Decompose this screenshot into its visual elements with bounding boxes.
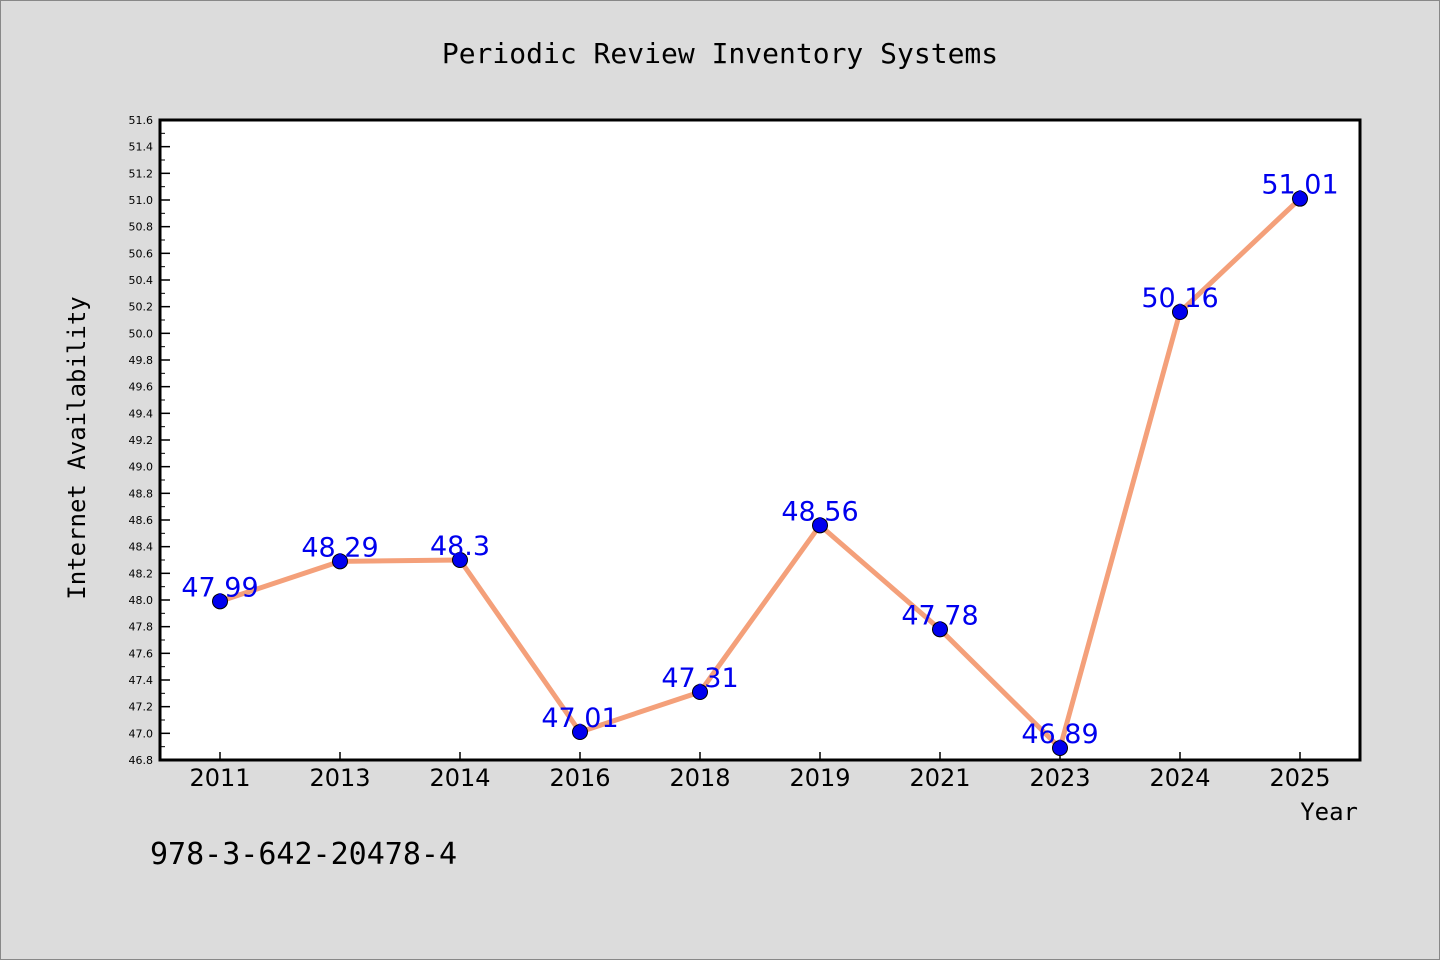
- data-point: [572, 724, 588, 740]
- y-tick-label: 47.2: [129, 701, 154, 714]
- x-tick-label: 2019: [789, 764, 850, 792]
- y-tick-label: 51.4: [129, 141, 154, 154]
- data-label: 47.78: [901, 600, 978, 631]
- y-tick-label: 51.2: [129, 167, 154, 180]
- y-axis: 46.8 47.0 47.2 47.4 47.6 47.8 48.0 48.2 48.4 48.6…: [129, 114, 170, 767]
- data-point: [1292, 190, 1308, 207]
- data-label: 51.01: [1261, 170, 1338, 201]
- y-tick-label: 47.4: [129, 674, 154, 687]
- y-tick-label: 48.2: [129, 567, 154, 580]
- isbn-annotation: 978-3-642-20478-4: [150, 837, 457, 872]
- data-label: 48.3: [430, 531, 490, 562]
- data-point: [1052, 740, 1068, 756]
- x-tick-label: 2016: [549, 764, 610, 792]
- data-label: 47.99: [181, 572, 258, 603]
- x-tick-label: 2021: [909, 764, 970, 792]
- y-tick-label: 48.0: [129, 594, 154, 607]
- data-point: [1172, 304, 1188, 320]
- y-tick-label: 50.0: [129, 327, 154, 340]
- y-tick-label: 49.6: [129, 381, 154, 394]
- data-label: 47.31: [661, 663, 738, 694]
- x-tick-label: 2014: [429, 764, 490, 792]
- x-tick-label: 2018: [669, 764, 730, 792]
- y-tick-label: 50.6: [129, 247, 154, 260]
- y-tick-label: 48.6: [129, 514, 154, 527]
- x-tick-label: 2011: [189, 764, 250, 792]
- y-tick-label: 47.0: [129, 727, 154, 740]
- data-label: 47.01: [541, 703, 618, 734]
- y-tick-label: 47.6: [129, 647, 154, 660]
- data-label: 48.29: [301, 532, 378, 563]
- y-tick-label: 50.8: [129, 221, 154, 234]
- y-tick-label: 50.2: [129, 301, 154, 314]
- y-tick-label: 46.8: [129, 754, 154, 767]
- x-tick-label: 2025: [1269, 764, 1330, 792]
- x-tick-label: 2023: [1029, 764, 1090, 792]
- y-tick-label: 48.4: [129, 541, 154, 554]
- data-point: [692, 684, 708, 700]
- chart-title: Periodic Review Inventory Systems: [442, 37, 998, 70]
- y-tick-label: 51.6: [129, 114, 154, 127]
- y-tick-label: 50.4: [129, 274, 154, 287]
- y-tick-label: 51.0: [129, 194, 154, 207]
- y-tick-label: 49.0: [129, 461, 154, 474]
- y-tick-label: 49.8: [129, 354, 154, 367]
- data-label: 48.56: [781, 496, 858, 527]
- data-point: [932, 621, 948, 638]
- data-label: 46.89: [1021, 719, 1098, 750]
- x-axis-label: Year: [1300, 798, 1358, 826]
- y-axis-label: Internet Availability: [63, 296, 91, 599]
- y-tick-label: 49.2: [129, 434, 154, 447]
- y-tick-label: 47.8: [129, 621, 154, 634]
- plot-area: [158, 118, 1362, 762]
- x-tick-label: 2024: [1149, 764, 1210, 792]
- data-labels: 47.99 48.29 48.3 47.01 47.31 48.56 47.78 46.89 5…: [181, 170, 1338, 750]
- y-tick-label: 48.8: [129, 487, 154, 500]
- data-point: [332, 553, 348, 570]
- x-tick-label: 2013: [309, 764, 370, 792]
- data-point: [212, 593, 228, 610]
- series-line: [217, 196, 1303, 751]
- data-label: 50.16: [1141, 283, 1218, 314]
- data-point: [812, 517, 828, 534]
- y-tick-label: 49.4: [129, 407, 154, 420]
- x-axis: 2011 2013 2014 2016 2018 2019 2021 2023 2024 2025: [189, 752, 1331, 792]
- series-markers: [212, 190, 1308, 756]
- data-point: [452, 552, 468, 568]
